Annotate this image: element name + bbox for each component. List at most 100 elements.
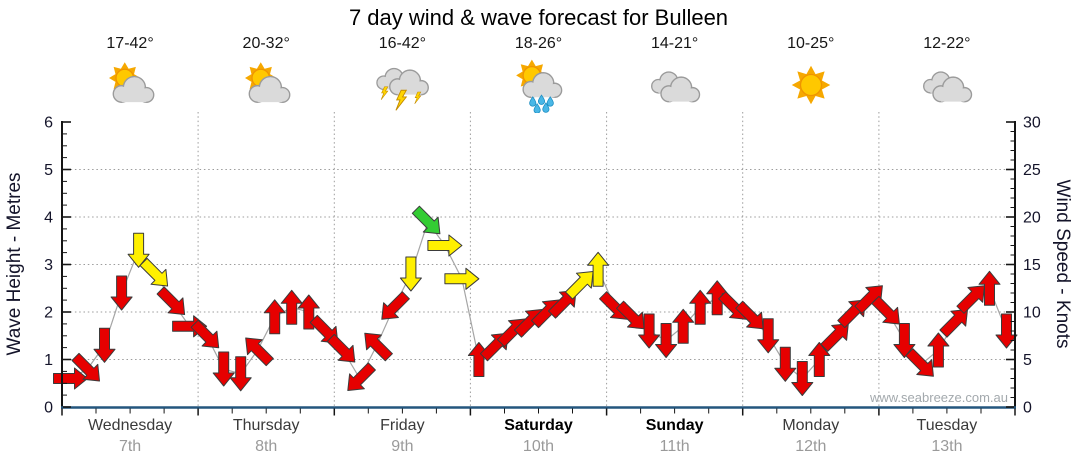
svg-text:5: 5	[1023, 352, 1032, 369]
right-axis-title: Wind Speed - Knots	[1052, 179, 1073, 349]
wind-arrow	[689, 289, 712, 325]
day-date: 12th	[795, 438, 827, 455]
wind-arrow	[127, 232, 150, 268]
wind-arrow	[190, 319, 220, 349]
day-header-row: 17-42° 20-32° 16-42° 18-26° 14-21° 10-25° 12-2…	[62, 33, 1015, 125]
day-name: Monday	[782, 417, 840, 434]
wind-arrow	[565, 271, 594, 300]
svg-text:1: 1	[44, 352, 53, 369]
wind-arrow	[212, 351, 235, 387]
temperature-range: 14-21°	[650, 35, 699, 52]
day-label-row: Wednesday 7th Thursday 8th Friday 9th Saturday…	[62, 416, 1015, 457]
day-name: Sunday	[645, 417, 704, 434]
wind-arrow	[93, 327, 116, 363]
day-date: 8th	[255, 438, 278, 455]
wind-arrow	[655, 323, 678, 358]
day-name: Tuesday	[916, 417, 978, 434]
wind-arrow	[245, 337, 274, 367]
wind-arrow	[280, 289, 303, 325]
wind-arrow	[156, 286, 186, 315]
chart-title: 7 day wind & wave forecast for Bulleen	[348, 5, 729, 30]
svg-text:0: 0	[44, 400, 53, 417]
day-label-tuesday: Tuesday 13th	[879, 416, 1015, 457]
wind-arrow	[411, 205, 441, 235]
wind-arrow	[995, 313, 1018, 349]
svg-text:20: 20	[1023, 210, 1041, 227]
wind-arrow	[71, 352, 100, 382]
svg-text:2: 2	[44, 305, 53, 322]
sun-cloud-icon	[109, 62, 155, 103]
wind-arrow	[808, 342, 831, 377]
wind-arrow	[927, 332, 950, 368]
temperature-range: 16-42°	[378, 35, 427, 52]
day-label-sunday: Sunday 11th	[607, 416, 743, 457]
day-label-thursday: Thursday 8th	[198, 416, 334, 457]
day-date: 11th	[659, 438, 690, 455]
wind-arrow	[53, 367, 88, 390]
day-label-saturday: Saturday 10th	[470, 416, 606, 457]
day-column-thursday: 20-32°	[198, 33, 334, 125]
day-date: 13th	[931, 438, 963, 455]
wind-arrow	[791, 361, 814, 396]
wind-arrow	[854, 285, 883, 314]
wind-arrow	[548, 290, 577, 319]
temperature-range: 20-32°	[242, 35, 290, 52]
wind-arrow	[399, 256, 422, 292]
wind-arrow	[757, 318, 780, 354]
sun-cloud-icon	[245, 62, 291, 103]
wind-arrow	[444, 267, 480, 290]
axes	[61, 121, 1016, 416]
day-label-wednesday: Wednesday 7th	[62, 416, 198, 457]
day-name: Saturday	[504, 417, 573, 434]
wind-arrow	[905, 348, 934, 377]
wind-arrow	[381, 291, 410, 320]
day-column-tuesday: 12-22°	[879, 33, 1015, 125]
day-column-saturday: 18-26°	[470, 33, 606, 125]
svg-text:5: 5	[44, 162, 53, 179]
svg-text:25: 25	[1023, 162, 1041, 179]
day-date: 7th	[118, 438, 142, 455]
wind-arrow	[263, 299, 286, 335]
left-axis-title: Wave Height - Metres	[4, 172, 25, 356]
wind-arrow	[638, 313, 661, 349]
sunny-icon	[791, 65, 831, 105]
wind-arrow	[956, 285, 985, 314]
temperature-range: 18-26°	[514, 35, 563, 52]
wind-arrow	[229, 356, 252, 392]
cloudy-icon	[922, 71, 973, 103]
day-column-wednesday: 17-42°	[62, 33, 198, 125]
wind-arrow	[820, 323, 849, 352]
thunderstorm-icon	[376, 67, 430, 111]
wind-arrow	[616, 300, 645, 330]
svg-text:10: 10	[1023, 305, 1041, 322]
wind-arrow	[347, 362, 376, 391]
wind-arrow	[893, 323, 916, 358]
watermark: www.seabreeze.com.au	[869, 390, 1008, 405]
left-tick-labels: 0 1 2 3 4 5 6	[44, 115, 53, 417]
day-column-sunday: 14-21°	[607, 33, 743, 125]
wind-arrow	[871, 295, 900, 325]
day-date: 9th	[391, 438, 414, 455]
wind-arrow	[774, 346, 797, 382]
gridlines	[62, 112, 1015, 407]
day-name: Thursday	[232, 417, 300, 434]
wind-arrow	[427, 234, 463, 257]
day-name: Friday	[380, 417, 425, 434]
day-label-friday: Friday 9th	[334, 416, 470, 457]
sun-shower-icon	[516, 59, 563, 114]
wind-arrow	[364, 332, 393, 362]
cloudy-icon	[650, 71, 700, 103]
temperature-range: 12-22°	[923, 35, 971, 52]
wind-arrow	[735, 300, 764, 330]
wind-arrow	[587, 251, 610, 287]
day-name: Wednesday	[87, 417, 173, 434]
wind-arrow	[326, 333, 356, 363]
wind-arrow	[139, 257, 169, 287]
day-label-monday: Monday 12th	[743, 416, 879, 457]
day-column-friday: 16-42°	[334, 33, 470, 125]
wind-arrow	[939, 309, 968, 338]
wind-arrow	[706, 280, 729, 316]
wind-arrows	[53, 205, 1018, 396]
